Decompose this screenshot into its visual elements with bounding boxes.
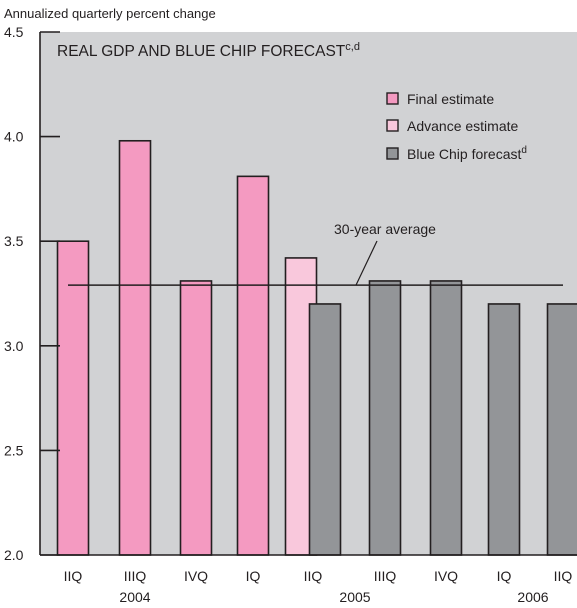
y-axis: 2.0 2.5 3.0 3.5 4.0 4.5 [4, 24, 577, 563]
year-label-2005: 2005 [339, 589, 370, 605]
y-tick-label: 4.0 [4, 129, 24, 145]
y-tick-label: 2.5 [4, 442, 24, 458]
y-tick-label: 2.0 [4, 547, 24, 563]
x-tick-label: IIQ [554, 568, 573, 584]
bar-iiq-0 [56, 240, 90, 556]
x-tick-label: IQ [246, 568, 261, 584]
bar-iiq-5 [308, 303, 342, 556]
legend-swatch [386, 92, 399, 105]
y-tick-label: 3.0 [4, 338, 24, 354]
legend-swatch [386, 119, 399, 132]
reference-line-label: 30-year average [334, 221, 436, 237]
bar-iq-8 [487, 303, 521, 556]
x-axis-labels: IIQ IIIQ IVQ IQ IIQ IIIQ IVQ IQ IIQ 2004 2005 2006 [64, 568, 573, 605]
x-tick-label: IIQ [64, 568, 83, 584]
reference-leader-line [355, 240, 378, 286]
bar-ivq-2 [179, 280, 213, 556]
x-tick-label: IIQ [304, 568, 323, 584]
x-tick-label: IQ [497, 568, 512, 584]
legend-label: Blue Chip forecastd [407, 145, 527, 162]
bar-iq-3 [236, 175, 270, 556]
bar-iiiq-1 [118, 139, 152, 556]
legend-swatch [386, 147, 399, 160]
legend-label: Advance estimate [407, 118, 518, 134]
year-label-2004: 2004 [119, 589, 150, 605]
y-tick-label: 4.5 [4, 24, 24, 40]
reference-line-group: 30-year average [68, 221, 563, 286]
bar-iiiq-6 [368, 280, 402, 556]
bar-iiq-9 [546, 303, 577, 556]
chart-title: REAL GDP AND BLUE CHIP FORECASTc,d [57, 41, 360, 60]
x-tick-label: IIIQ [374, 568, 397, 584]
legend: Final estimate Advance estimate Blue Chip … [386, 91, 527, 162]
y-axis-title: Annualized quarterly percent change [4, 6, 216, 21]
bar-ivq-7 [429, 280, 463, 556]
x-tick-label: IIIQ [124, 568, 147, 584]
legend-label: Final estimate [407, 91, 494, 107]
x-tick-label: IVQ [434, 568, 458, 584]
x-tick-label: IVQ [184, 568, 208, 584]
y-tick-label: 3.5 [4, 233, 24, 249]
bars-group [56, 139, 577, 556]
year-label-2006: 2006 [517, 589, 548, 605]
